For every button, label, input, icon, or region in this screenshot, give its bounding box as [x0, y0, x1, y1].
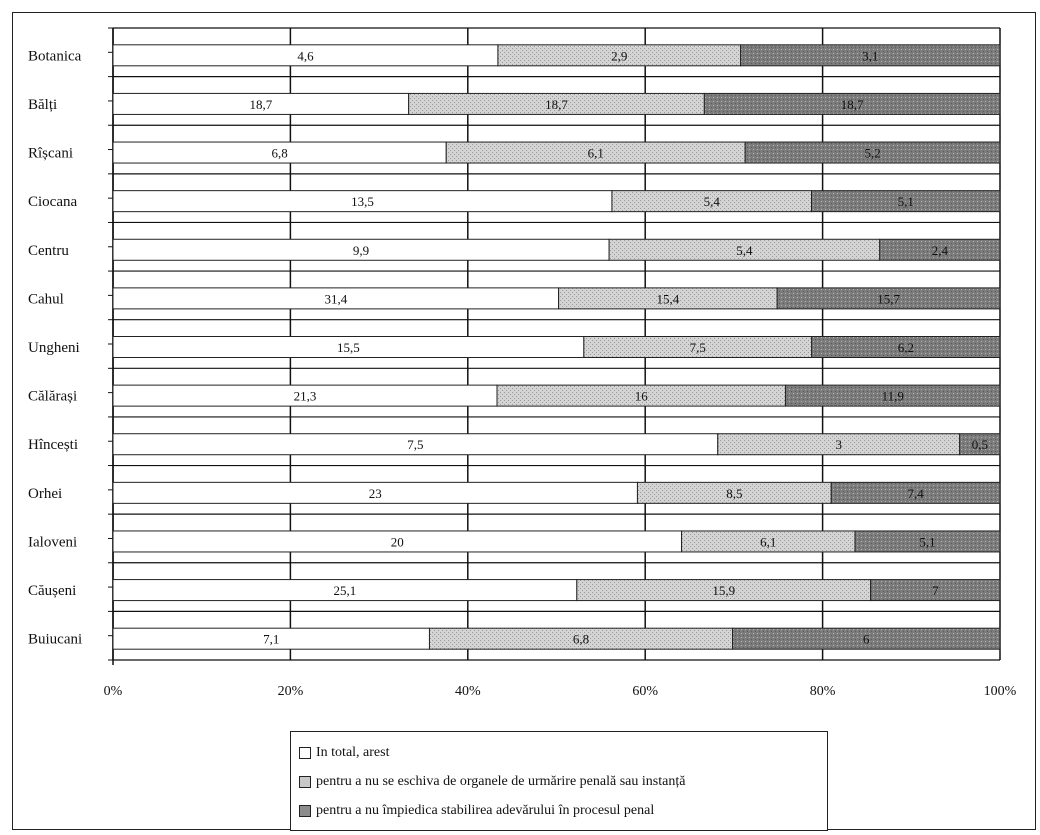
- data-label: 6,2: [898, 340, 914, 355]
- data-label: 6,8: [573, 632, 589, 647]
- x-tick-label: 100%: [984, 684, 1017, 699]
- legend-label: pentru a nu se eschiva de organele de ur…: [316, 773, 686, 789]
- bar-segment: [732, 627, 1001, 650]
- data-label: 7,5: [690, 340, 706, 355]
- category-label: Ungheni: [28, 340, 80, 356]
- legend-item-impiedica: pentru a nu împiedica stabilirea adevăru…: [299, 796, 819, 825]
- bar-segment: [784, 384, 1001, 407]
- data-label: 3: [835, 437, 842, 452]
- bar-segment: [776, 287, 1001, 310]
- x-tick-label: 40%: [455, 684, 481, 699]
- legend-label: In total, arest: [316, 744, 390, 760]
- legend-swatch-white: [299, 746, 311, 759]
- data-label: 7,5: [407, 437, 423, 452]
- bar-segment: [744, 141, 1001, 164]
- category-label: Ciocana: [28, 194, 77, 210]
- data-label: 18,7: [841, 97, 864, 112]
- data-label: 4,6: [297, 48, 314, 63]
- x-tick-label: 20%: [278, 684, 304, 699]
- data-label: 7,1: [263, 632, 279, 647]
- labels: 0% 20% 40% 60% 80% 100% 4,6 2,9 3,1 Botanica 18,7 1…: [28, 48, 1017, 699]
- data-label: 2,4: [932, 243, 949, 258]
- category-label: Bălți: [28, 97, 57, 113]
- legend-swatch-dark: [299, 804, 311, 817]
- category-label: Orhei: [28, 486, 62, 502]
- category-label: Buiucani: [28, 632, 82, 648]
- data-label: 11,9: [882, 389, 904, 404]
- bar-segment: [879, 238, 1001, 261]
- bar-segment: [811, 336, 1001, 358]
- x-tick-label: 0%: [104, 684, 123, 699]
- data-label: 6,8: [271, 146, 287, 161]
- data-label: 31,4: [324, 291, 347, 306]
- category-label: Botanica: [28, 48, 82, 64]
- data-label: 0,5: [972, 437, 988, 452]
- bar-segment: [870, 579, 1001, 602]
- legend-label: pentru a nu împiedica stabilirea adevăru…: [316, 802, 655, 818]
- bar-segment: [811, 190, 1001, 213]
- data-label: 7,4: [908, 486, 925, 501]
- bar-segment: [830, 481, 1001, 504]
- data-label: 5,2: [864, 146, 880, 161]
- bar-segment: [740, 44, 1001, 67]
- data-label: 15,5: [337, 340, 360, 355]
- category-label: Cahul: [28, 291, 64, 307]
- data-label: 15,9: [712, 583, 735, 598]
- legend: In total, arest pentru a nu se eschiva d…: [290, 731, 828, 831]
- data-label: 5,4: [736, 243, 753, 258]
- bar-segment: [703, 92, 1001, 115]
- category-label: Centru: [28, 243, 69, 259]
- data-label: 6,1: [760, 534, 776, 549]
- data-label: 15,4: [657, 291, 680, 306]
- category-label: Ialoveni: [28, 534, 77, 550]
- bar-segment: [959, 433, 1001, 456]
- bars: [112, 44, 1001, 650]
- data-label: 21,3: [294, 389, 317, 404]
- data-label: 9,9: [353, 243, 369, 258]
- legend-item-eschiva: pentru a nu se eschiva de organele de ur…: [299, 767, 819, 796]
- legend-swatch-light: [299, 775, 311, 788]
- data-label: 6: [863, 632, 870, 647]
- data-label: 18,7: [545, 97, 568, 112]
- data-label: 5,1: [919, 534, 935, 549]
- x-tick-label: 80%: [810, 684, 836, 699]
- data-label: 7: [932, 583, 939, 598]
- data-label: 3,1: [862, 48, 878, 63]
- category-label: Călărași: [28, 389, 77, 405]
- data-label: 8,5: [726, 486, 742, 501]
- category-label: Căușeni: [28, 583, 76, 599]
- data-label: 13,5: [351, 194, 374, 209]
- bar-segment: [854, 530, 1001, 553]
- category-label: Rîșcani: [28, 146, 73, 162]
- data-label: 15,7: [877, 291, 900, 306]
- data-label: 2,9: [611, 48, 627, 63]
- data-label: 6,1: [588, 146, 604, 161]
- data-label: 25,1: [334, 583, 357, 598]
- data-label: 20: [391, 534, 404, 549]
- category-label: Hîncești: [28, 437, 78, 453]
- x-tick-label: 60%: [632, 684, 658, 699]
- data-label: 18,7: [249, 97, 272, 112]
- data-label: 23: [369, 486, 382, 501]
- data-label: 16: [635, 389, 649, 404]
- data-label: 5,4: [704, 194, 721, 209]
- grid: [108, 27, 1001, 665]
- data-label: 5,1: [898, 194, 914, 209]
- legend-item-total: In total, arest: [299, 738, 819, 767]
